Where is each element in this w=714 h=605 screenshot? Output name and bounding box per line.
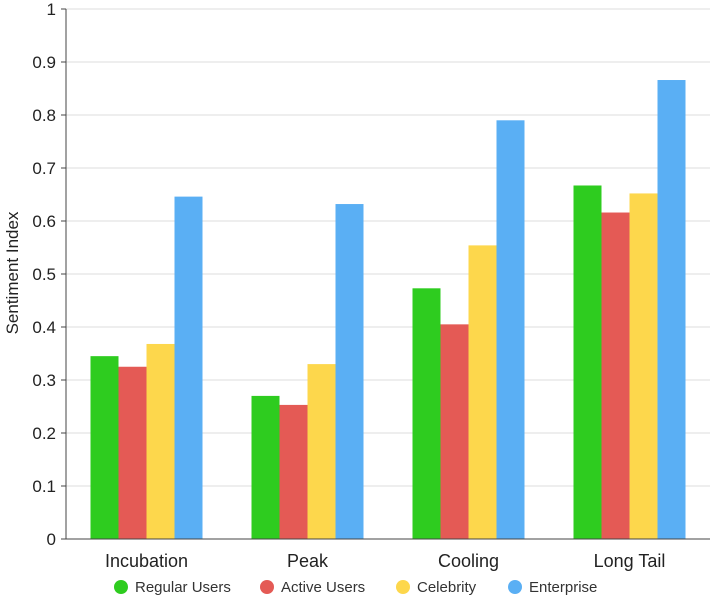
y-tick-label: 0.7 xyxy=(32,159,56,178)
bar-celebrity-long-tail xyxy=(629,193,658,539)
bar-active-users-peak xyxy=(279,404,308,539)
legend-marker-enterprise[interactable] xyxy=(508,580,522,594)
y-tick-label: 0.5 xyxy=(32,265,56,284)
bar-active-users-cooling xyxy=(440,324,469,539)
legend-marker-celebrity[interactable] xyxy=(396,580,410,594)
bar-enterprise-peak xyxy=(335,204,364,540)
x-tick-labels: Incubation Peak Cooling Long Tail xyxy=(105,551,665,571)
y-tick-label: 0.8 xyxy=(32,106,56,125)
x-tick-label: Peak xyxy=(287,551,329,571)
bar-enterprise-incubation xyxy=(174,196,203,539)
legend-label[interactable]: Celebrity xyxy=(417,579,477,596)
bar-regular-users-peak xyxy=(251,395,280,539)
y-axis-label: Sentiment Index xyxy=(3,211,22,334)
y-tick-label: 0.9 xyxy=(32,53,56,72)
legend-label[interactable]: Regular Users xyxy=(135,579,231,596)
y-tick-labels: 0 0.1 0.2 0.3 0.4 0.5 0.6 0.7 0.8 0.9 1 xyxy=(32,0,56,549)
legend-marker-regular-users[interactable] xyxy=(114,580,128,594)
bar-celebrity-cooling xyxy=(468,245,497,539)
y-tick-label: 1 xyxy=(47,0,56,19)
legend-label[interactable]: Enterprise xyxy=(529,579,597,596)
bar-celebrity-peak xyxy=(307,364,336,539)
bar-enterprise-cooling xyxy=(496,120,525,540)
y-tick-label: 0.1 xyxy=(32,477,56,496)
legend-label[interactable]: Active Users xyxy=(281,579,365,596)
bar-regular-users-long-tail xyxy=(573,185,602,540)
bar-active-users-incubation xyxy=(118,366,147,539)
bar-active-users-long-tail xyxy=(601,212,630,539)
axes xyxy=(61,8,710,540)
bar-celebrity-incubation xyxy=(146,343,175,539)
bars xyxy=(90,80,686,540)
legend: Regular Users Active Users Celebrity Enterp… xyxy=(114,579,597,596)
x-tick-label: Long Tail xyxy=(594,551,666,571)
bar-regular-users-incubation xyxy=(90,356,119,539)
y-tick-label: 0.3 xyxy=(32,371,56,390)
y-tick-label: 0.2 xyxy=(32,424,56,443)
y-tick-label: 0.4 xyxy=(32,318,56,337)
x-tick-label: Cooling xyxy=(438,551,499,571)
bar-enterprise-long-tail xyxy=(657,80,686,540)
y-tick-label: 0.6 xyxy=(32,212,56,231)
x-tick-label: Incubation xyxy=(105,551,188,571)
bar-regular-users-cooling xyxy=(412,288,441,539)
y-tick-label: 0 xyxy=(47,530,56,549)
legend-marker-active-users[interactable] xyxy=(260,580,274,594)
